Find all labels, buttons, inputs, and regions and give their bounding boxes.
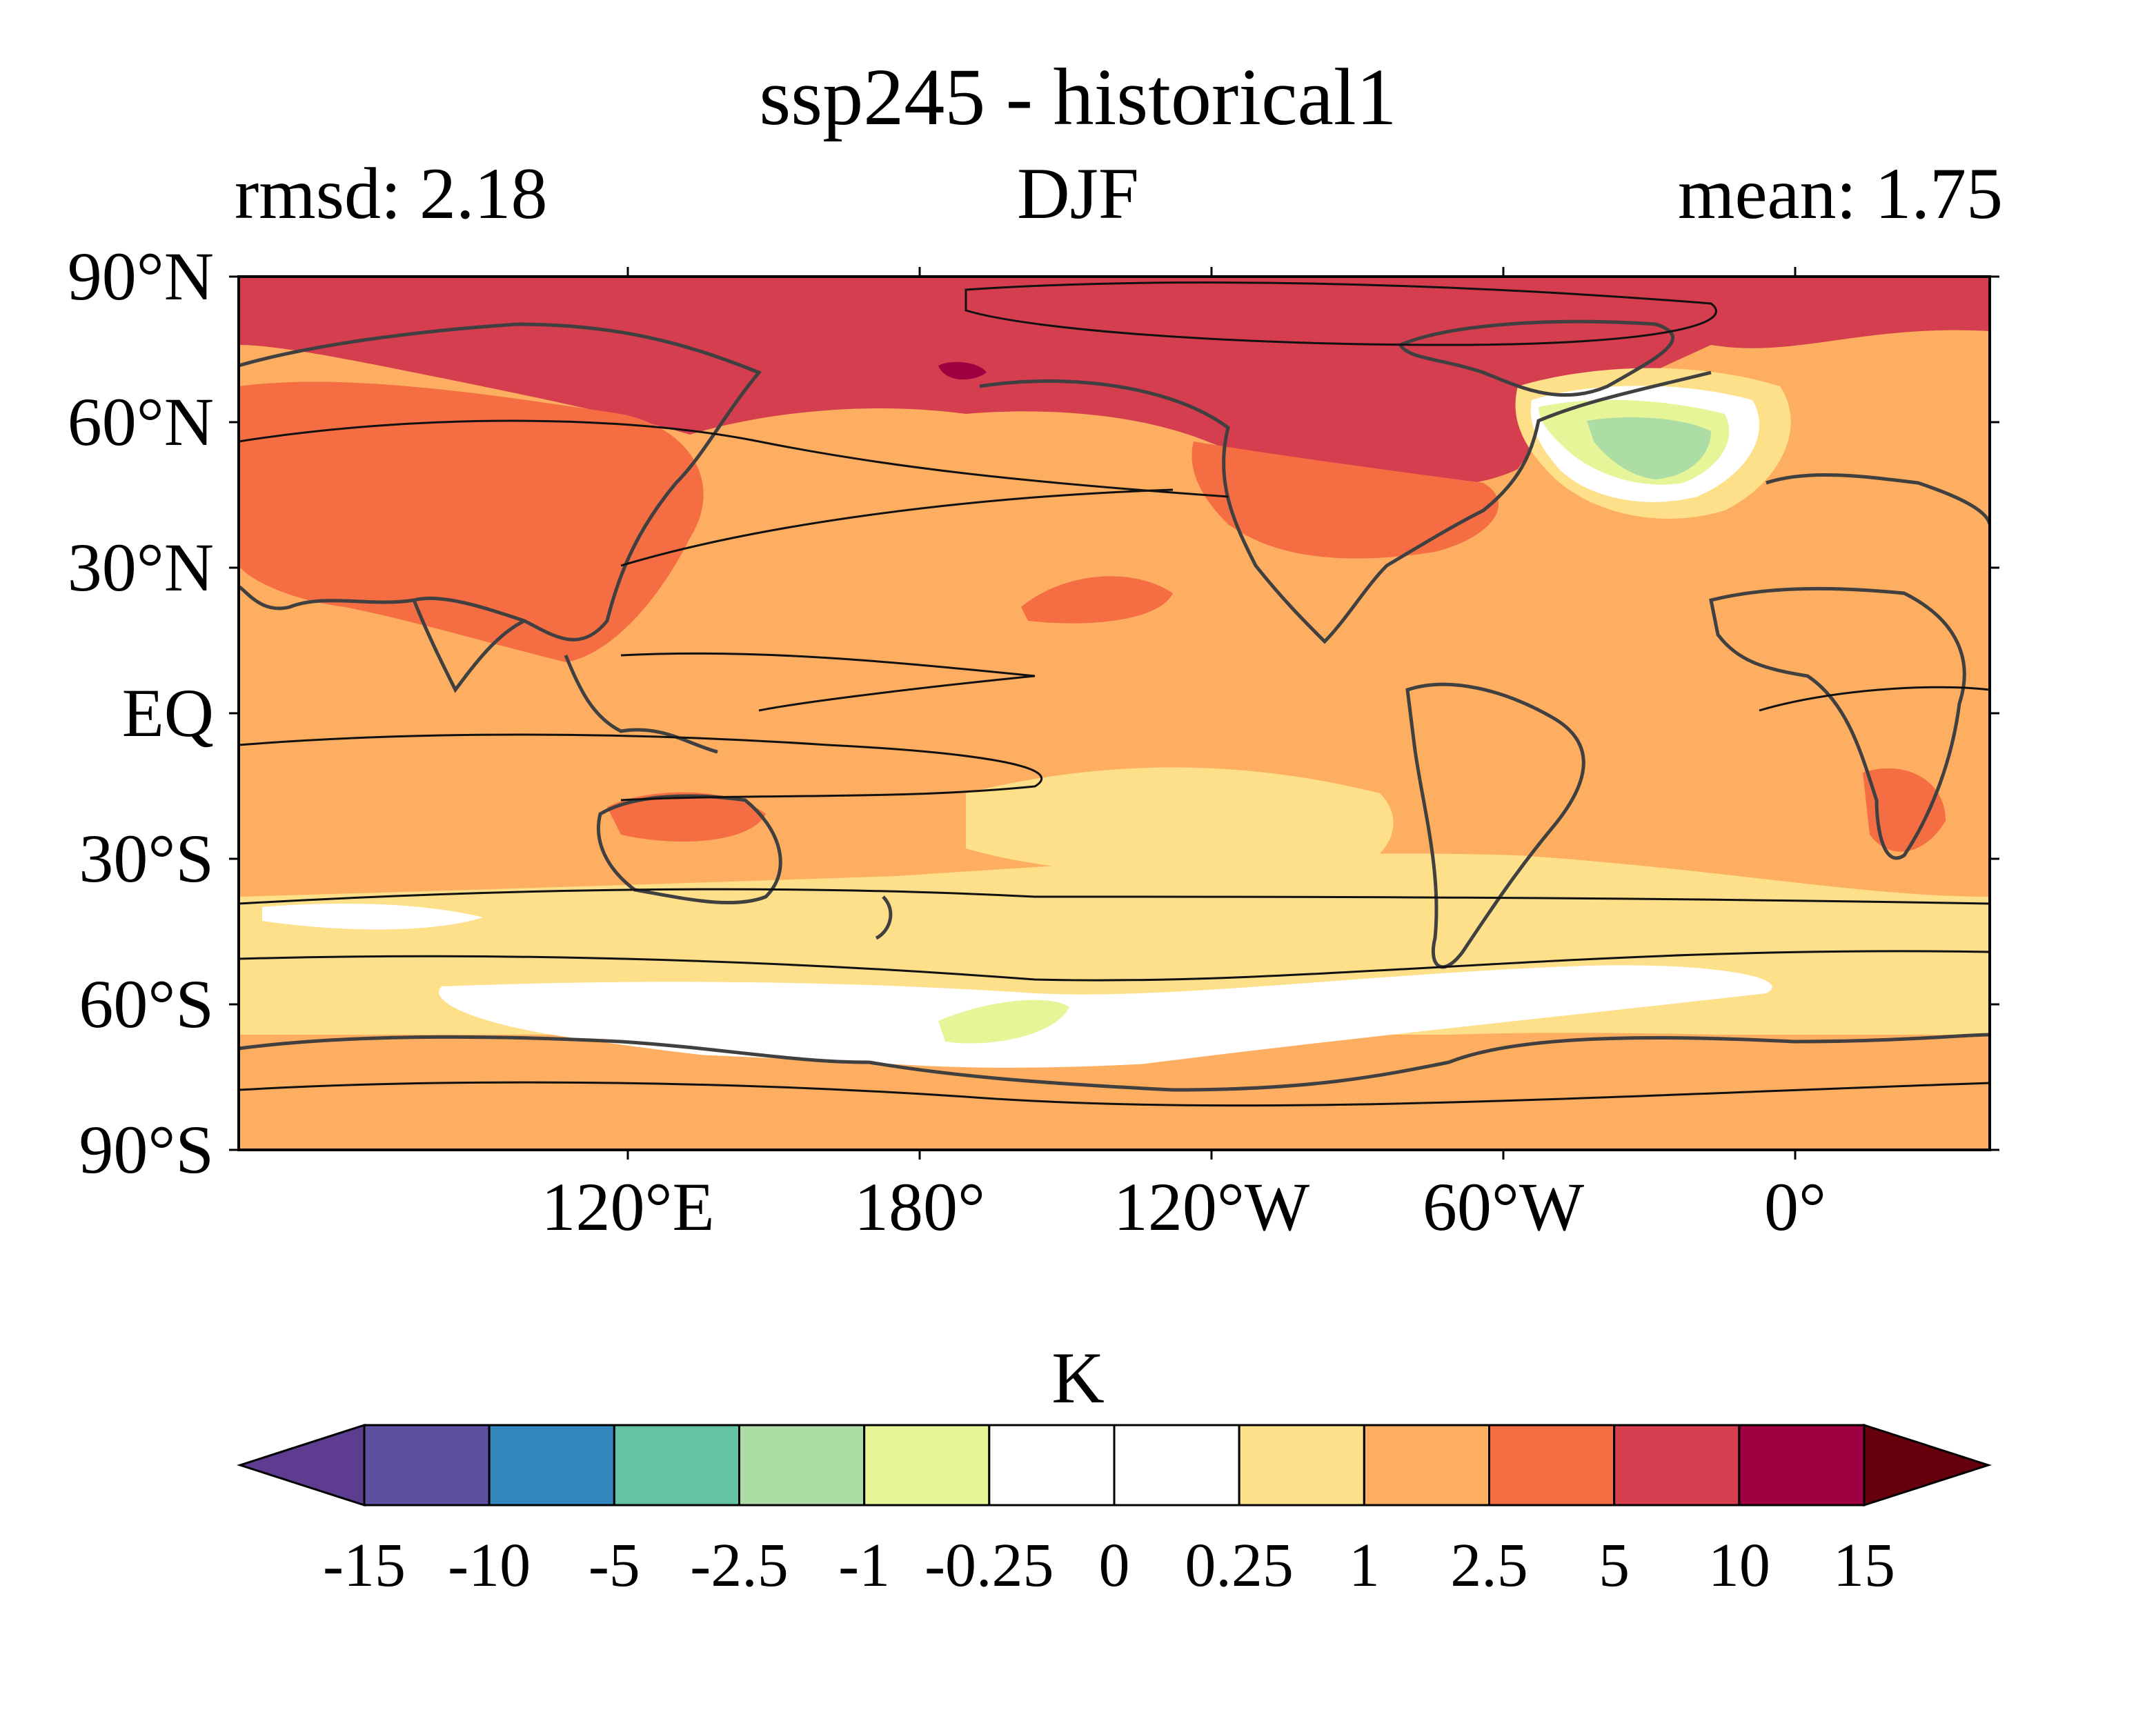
contour-line — [239, 419, 1229, 498]
colorbar-tick-label: -10 — [448, 1531, 531, 1600]
southern-white-patch — [439, 965, 1772, 1073]
asia-warm-region — [239, 381, 704, 662]
safrica-warm-region — [1863, 768, 1946, 852]
lat-tick-label: 30°N — [67, 529, 214, 606]
axis-ticks — [229, 267, 1999, 1160]
colorbar-tick-label: -1 — [838, 1531, 891, 1600]
coastline-greenland — [1398, 319, 1674, 397]
lat-tick-label: 90°N — [67, 238, 214, 315]
contour-line — [239, 733, 1043, 802]
coastline-seasia — [564, 655, 718, 754]
lat-tick-label: 90°S — [79, 1111, 214, 1188]
colorbar-swatch — [1238, 1424, 1365, 1507]
coastline-australia — [596, 794, 782, 905]
colorbar-swatch — [1488, 1424, 1616, 1507]
colorbar-tick-label: 2.5 — [1450, 1531, 1528, 1600]
coastline-antarctica — [239, 1033, 1990, 1092]
lon-tick-label: 180° — [854, 1169, 985, 1245]
lat-tick-label: 60°N — [67, 384, 214, 460]
coastline-africa — [1709, 586, 1966, 860]
namerica-warm-region — [1191, 441, 1499, 559]
coastlines — [239, 319, 1990, 1092]
colorbar-swatch — [488, 1424, 615, 1507]
arctic-band — [239, 277, 1990, 487]
lat-tick-label: 30°S — [79, 820, 214, 897]
lon-tick-label: 0° — [1764, 1169, 1826, 1245]
natlantic-green-region — [1587, 417, 1711, 479]
colorbar-tick-label: 5 — [1599, 1531, 1630, 1600]
colorbar-swatch — [363, 1424, 491, 1507]
colorbar-swatch — [1363, 1424, 1491, 1507]
australia-warm-region — [607, 792, 766, 842]
colorbar-tick-label: -0.25 — [924, 1531, 1054, 1600]
temperature-field — [239, 277, 1990, 1150]
coastline-europe — [1766, 473, 1990, 525]
colorbar-swatch — [1113, 1424, 1240, 1507]
colorbar-swatch — [738, 1424, 866, 1507]
colorbar-tick-label: 15 — [1833, 1531, 1895, 1600]
coastline-southasia — [412, 599, 526, 693]
lon-tick-label: 120°W — [1113, 1169, 1310, 1245]
coastline-newzealand — [875, 895, 893, 940]
colorbar-extend-low — [237, 1423, 366, 1507]
colorbar-tick-label: 10 — [1708, 1531, 1770, 1600]
contour-line — [1759, 686, 1990, 712]
contour-line — [239, 888, 1990, 905]
deep-warm-region — [938, 361, 987, 380]
lon-tick-label: 120°E — [541, 1169, 715, 1245]
lat-tick-label: EQ — [121, 675, 214, 751]
colorbar-tick-label: 1 — [1348, 1531, 1380, 1600]
contour-line — [620, 488, 1174, 567]
antarctic-band — [239, 1033, 1990, 1150]
southern-cool-patch — [938, 1000, 1069, 1044]
contour-line — [239, 1081, 1990, 1107]
colorbar — [237, 1423, 1992, 1507]
lat-tick-label: 60°S — [79, 966, 214, 1042]
contours — [239, 281, 1990, 1107]
pacific-warm-blob — [1021, 576, 1173, 624]
contour-line — [965, 281, 1717, 346]
contour-line — [239, 950, 1990, 982]
colorbar-swatch — [613, 1424, 740, 1507]
chart-title: ssp245 - historical1 — [759, 52, 1397, 142]
colorbar-tick-label: 0 — [1098, 1531, 1130, 1600]
coastline-southamerica — [1405, 682, 1585, 969]
colorbar-tick-label: 0.25 — [1185, 1531, 1294, 1600]
coastline-eurasia — [239, 322, 762, 642]
colorbar-swatch — [1738, 1424, 1866, 1507]
rmsd-label: rmsd: 2.18 — [235, 153, 548, 234]
contour-line — [620, 652, 1036, 712]
colorbar-swatch — [1613, 1424, 1741, 1507]
colorbar-tick-label: -2.5 — [690, 1531, 789, 1600]
southern-white-patch — [262, 904, 483, 930]
colorbar-swatch — [988, 1424, 1116, 1507]
colorbar-tick-label: -15 — [323, 1531, 406, 1600]
lon-tick-label: 60°W — [1422, 1169, 1585, 1245]
colorbar-tick-label: -5 — [588, 1531, 640, 1600]
colorbar-swatch — [863, 1424, 991, 1507]
colorbar-unit: K — [1051, 1338, 1105, 1418]
coastline-northamerica — [979, 370, 1712, 644]
season-label: DJF — [1017, 153, 1139, 234]
colorbar-extend-high — [1863, 1423, 1992, 1507]
epacific-light-region — [966, 767, 1394, 883]
mean-label: mean: 1.75 — [1678, 153, 2003, 234]
